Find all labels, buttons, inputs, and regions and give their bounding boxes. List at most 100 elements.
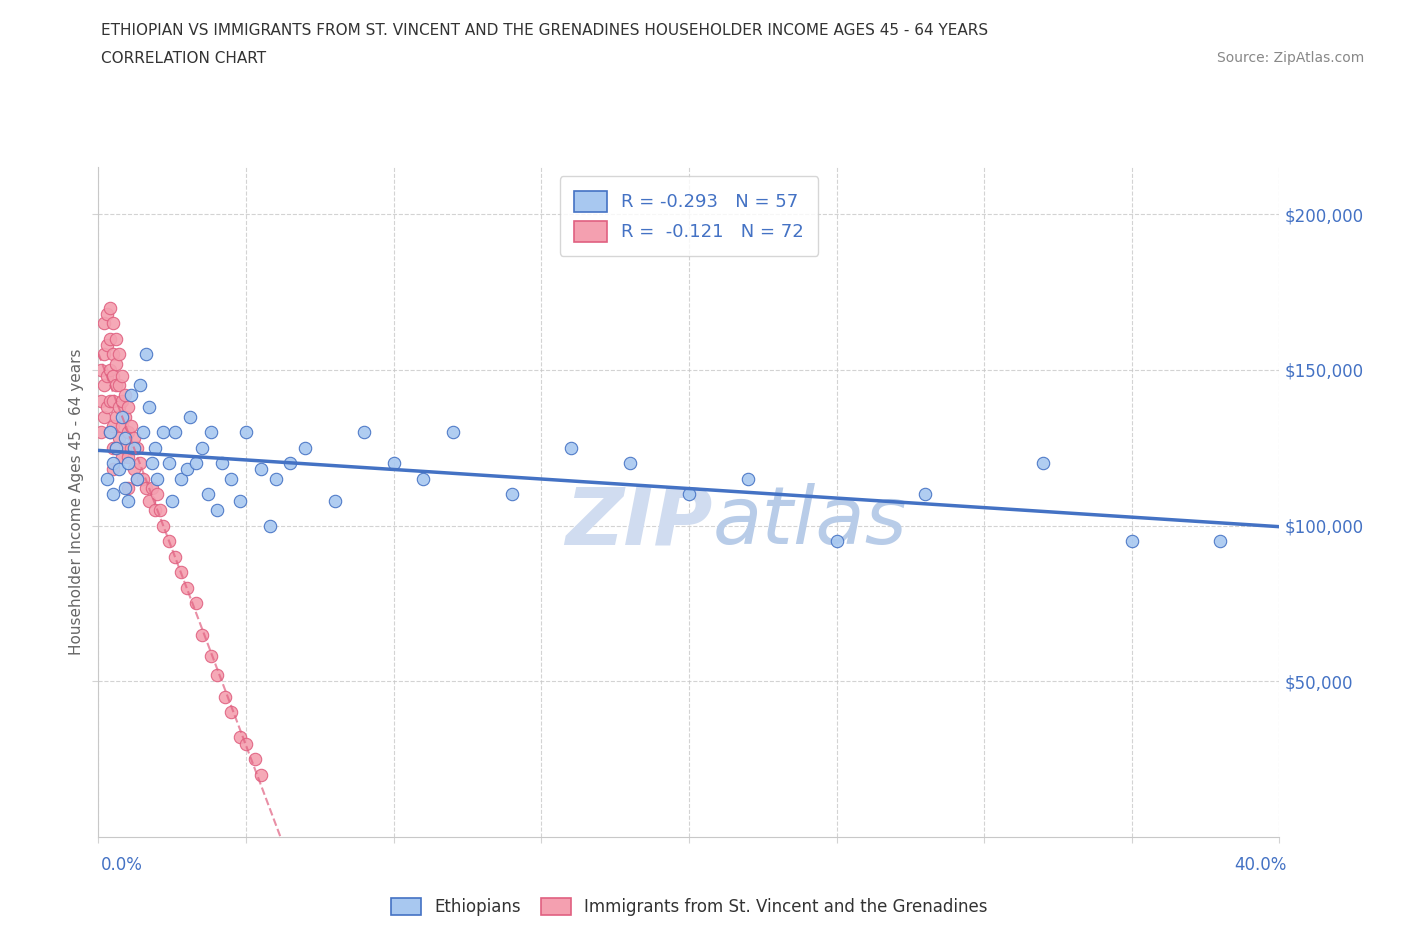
Point bbox=[103, 368, 125, 383]
Point bbox=[105, 378, 128, 392]
Point bbox=[98, 363, 121, 378]
Point bbox=[132, 472, 155, 486]
Point bbox=[619, 456, 641, 471]
Point bbox=[90, 363, 112, 378]
Point bbox=[229, 493, 252, 508]
Point bbox=[353, 425, 375, 440]
Point bbox=[108, 431, 131, 445]
Point bbox=[114, 409, 136, 424]
Point bbox=[103, 393, 125, 408]
Point bbox=[143, 502, 166, 517]
Point bbox=[152, 518, 174, 533]
Point bbox=[90, 425, 112, 440]
Point bbox=[170, 565, 193, 579]
Point bbox=[914, 487, 936, 502]
Point bbox=[98, 425, 121, 440]
Point bbox=[114, 387, 136, 402]
Text: 40.0%: 40.0% bbox=[1234, 856, 1286, 873]
Point bbox=[176, 580, 198, 595]
Point bbox=[122, 431, 145, 445]
Point bbox=[200, 649, 222, 664]
Point bbox=[117, 400, 139, 415]
Point bbox=[176, 462, 198, 477]
Point bbox=[219, 705, 242, 720]
Point bbox=[96, 306, 118, 321]
Text: Source: ZipAtlas.com: Source: ZipAtlas.com bbox=[1216, 51, 1364, 65]
Point bbox=[122, 462, 145, 477]
Point bbox=[264, 472, 287, 486]
Point bbox=[114, 440, 136, 455]
Point bbox=[93, 347, 115, 362]
Point bbox=[229, 730, 252, 745]
Point bbox=[235, 737, 257, 751]
Point bbox=[152, 425, 174, 440]
Point bbox=[323, 493, 346, 508]
Point bbox=[103, 347, 125, 362]
Point bbox=[149, 502, 172, 517]
Point bbox=[105, 440, 128, 455]
Point bbox=[214, 689, 236, 704]
Point bbox=[111, 418, 134, 433]
Point bbox=[108, 378, 131, 392]
Point bbox=[197, 487, 219, 502]
Point bbox=[441, 425, 464, 440]
Point bbox=[114, 431, 136, 445]
Point bbox=[93, 378, 115, 392]
Point bbox=[93, 315, 115, 330]
Point bbox=[120, 387, 142, 402]
Point bbox=[103, 456, 125, 471]
Point bbox=[191, 440, 214, 455]
Point bbox=[96, 338, 118, 352]
Point bbox=[93, 409, 115, 424]
Point bbox=[179, 409, 201, 424]
Point bbox=[191, 627, 214, 642]
Point bbox=[1209, 534, 1232, 549]
Point bbox=[117, 425, 139, 440]
Point bbox=[170, 472, 193, 486]
Point bbox=[103, 418, 125, 433]
Point bbox=[146, 472, 169, 486]
Point bbox=[146, 487, 169, 502]
Point bbox=[259, 518, 281, 533]
Point bbox=[135, 347, 157, 362]
Point bbox=[412, 472, 434, 486]
Point bbox=[98, 300, 121, 315]
Point bbox=[103, 440, 125, 455]
Point bbox=[825, 534, 848, 549]
Point bbox=[205, 668, 228, 683]
Point bbox=[219, 472, 242, 486]
Legend: Ethiopians, Immigrants from St. Vincent and the Grenadines: Ethiopians, Immigrants from St. Vincent … bbox=[384, 891, 994, 923]
Point bbox=[125, 440, 148, 455]
Point bbox=[98, 331, 121, 346]
Point bbox=[250, 767, 273, 782]
Point bbox=[125, 472, 148, 486]
Point bbox=[117, 456, 139, 471]
Point bbox=[250, 462, 273, 477]
Point bbox=[98, 393, 121, 408]
Point bbox=[125, 472, 148, 486]
Point bbox=[98, 425, 121, 440]
Point bbox=[105, 356, 128, 371]
Point bbox=[114, 481, 136, 496]
Point bbox=[103, 487, 125, 502]
Point bbox=[128, 456, 150, 471]
Point bbox=[162, 493, 183, 508]
Point bbox=[243, 751, 266, 766]
Point bbox=[117, 493, 139, 508]
Point bbox=[111, 393, 134, 408]
Point bbox=[141, 481, 163, 496]
Point bbox=[737, 472, 759, 486]
Text: CORRELATION CHART: CORRELATION CHART bbox=[101, 51, 266, 66]
Point bbox=[117, 449, 139, 464]
Point bbox=[501, 487, 523, 502]
Point bbox=[184, 456, 207, 471]
Point bbox=[122, 440, 145, 455]
Point bbox=[90, 393, 112, 408]
Point bbox=[108, 462, 131, 477]
Point bbox=[205, 502, 228, 517]
Point bbox=[678, 487, 700, 502]
Point bbox=[105, 409, 128, 424]
Point bbox=[165, 425, 187, 440]
Point bbox=[132, 425, 155, 440]
Point bbox=[108, 400, 131, 415]
